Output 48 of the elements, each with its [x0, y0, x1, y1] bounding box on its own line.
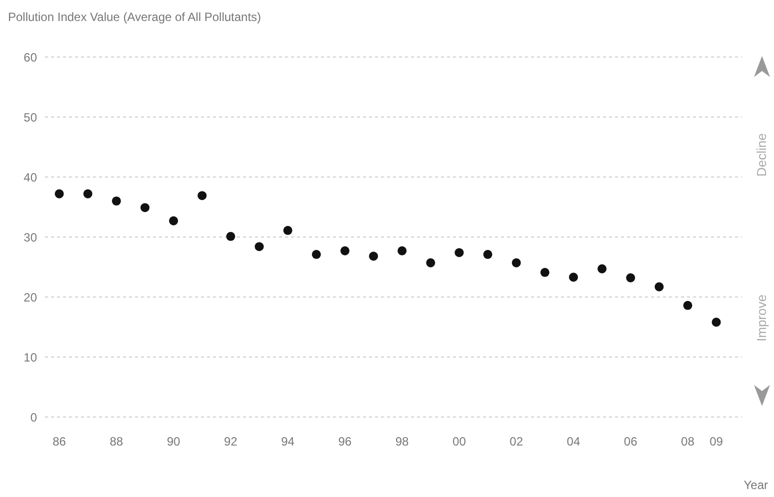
point — [112, 196, 121, 206]
y-tick-label: 40 — [24, 170, 38, 184]
point — [169, 216, 178, 226]
point — [254, 242, 264, 252]
point — [568, 272, 578, 282]
y-tick-label: 10 — [24, 350, 38, 364]
point — [340, 246, 350, 256]
x-tick-label: 88 — [110, 434, 124, 449]
point — [312, 250, 321, 259]
x-tick-label: 00 — [452, 434, 466, 449]
point — [398, 246, 407, 256]
point — [512, 258, 521, 268]
x-tick-label: 94 — [281, 434, 295, 449]
x-axis-title: Year — [744, 478, 768, 492]
x-tick-label: 86 — [52, 434, 66, 449]
point — [683, 300, 692, 310]
y-tick-label: 50 — [24, 110, 38, 124]
point — [140, 203, 150, 212]
point — [54, 189, 64, 198]
text: Decline — [754, 133, 769, 177]
point — [198, 191, 207, 200]
x-tick-label: 98 — [395, 434, 410, 449]
point — [226, 232, 236, 241]
x-tick-label: 09 — [710, 434, 724, 449]
point — [454, 248, 464, 258]
point — [626, 273, 636, 282]
y-axis-title: Pollution Index Value (Average of All Pollutants) — [8, 10, 262, 24]
point — [483, 250, 492, 259]
x-tick-label: 96 — [338, 434, 352, 449]
x-tick-label: 04 — [566, 434, 580, 449]
point — [426, 258, 436, 268]
x-tick-label: 06 — [624, 434, 638, 449]
y-tick-label: 30 — [24, 230, 38, 244]
point — [283, 226, 292, 235]
point — [83, 189, 92, 198]
y-tick-label: 0 — [30, 410, 38, 424]
point — [654, 282, 664, 292]
y-tick-label: 60 — [24, 50, 38, 64]
x-tick-label: 92 — [224, 434, 238, 449]
point — [368, 252, 378, 261]
text: Improve — [754, 294, 769, 342]
x-tick-label: 08 — [681, 434, 695, 449]
x-tick-label: 02 — [510, 434, 524, 449]
point — [540, 268, 550, 277]
x-tick-label: 90 — [166, 434, 181, 449]
point — [598, 264, 607, 274]
y-tick-label: 20 — [24, 290, 38, 304]
point — [712, 318, 721, 327]
